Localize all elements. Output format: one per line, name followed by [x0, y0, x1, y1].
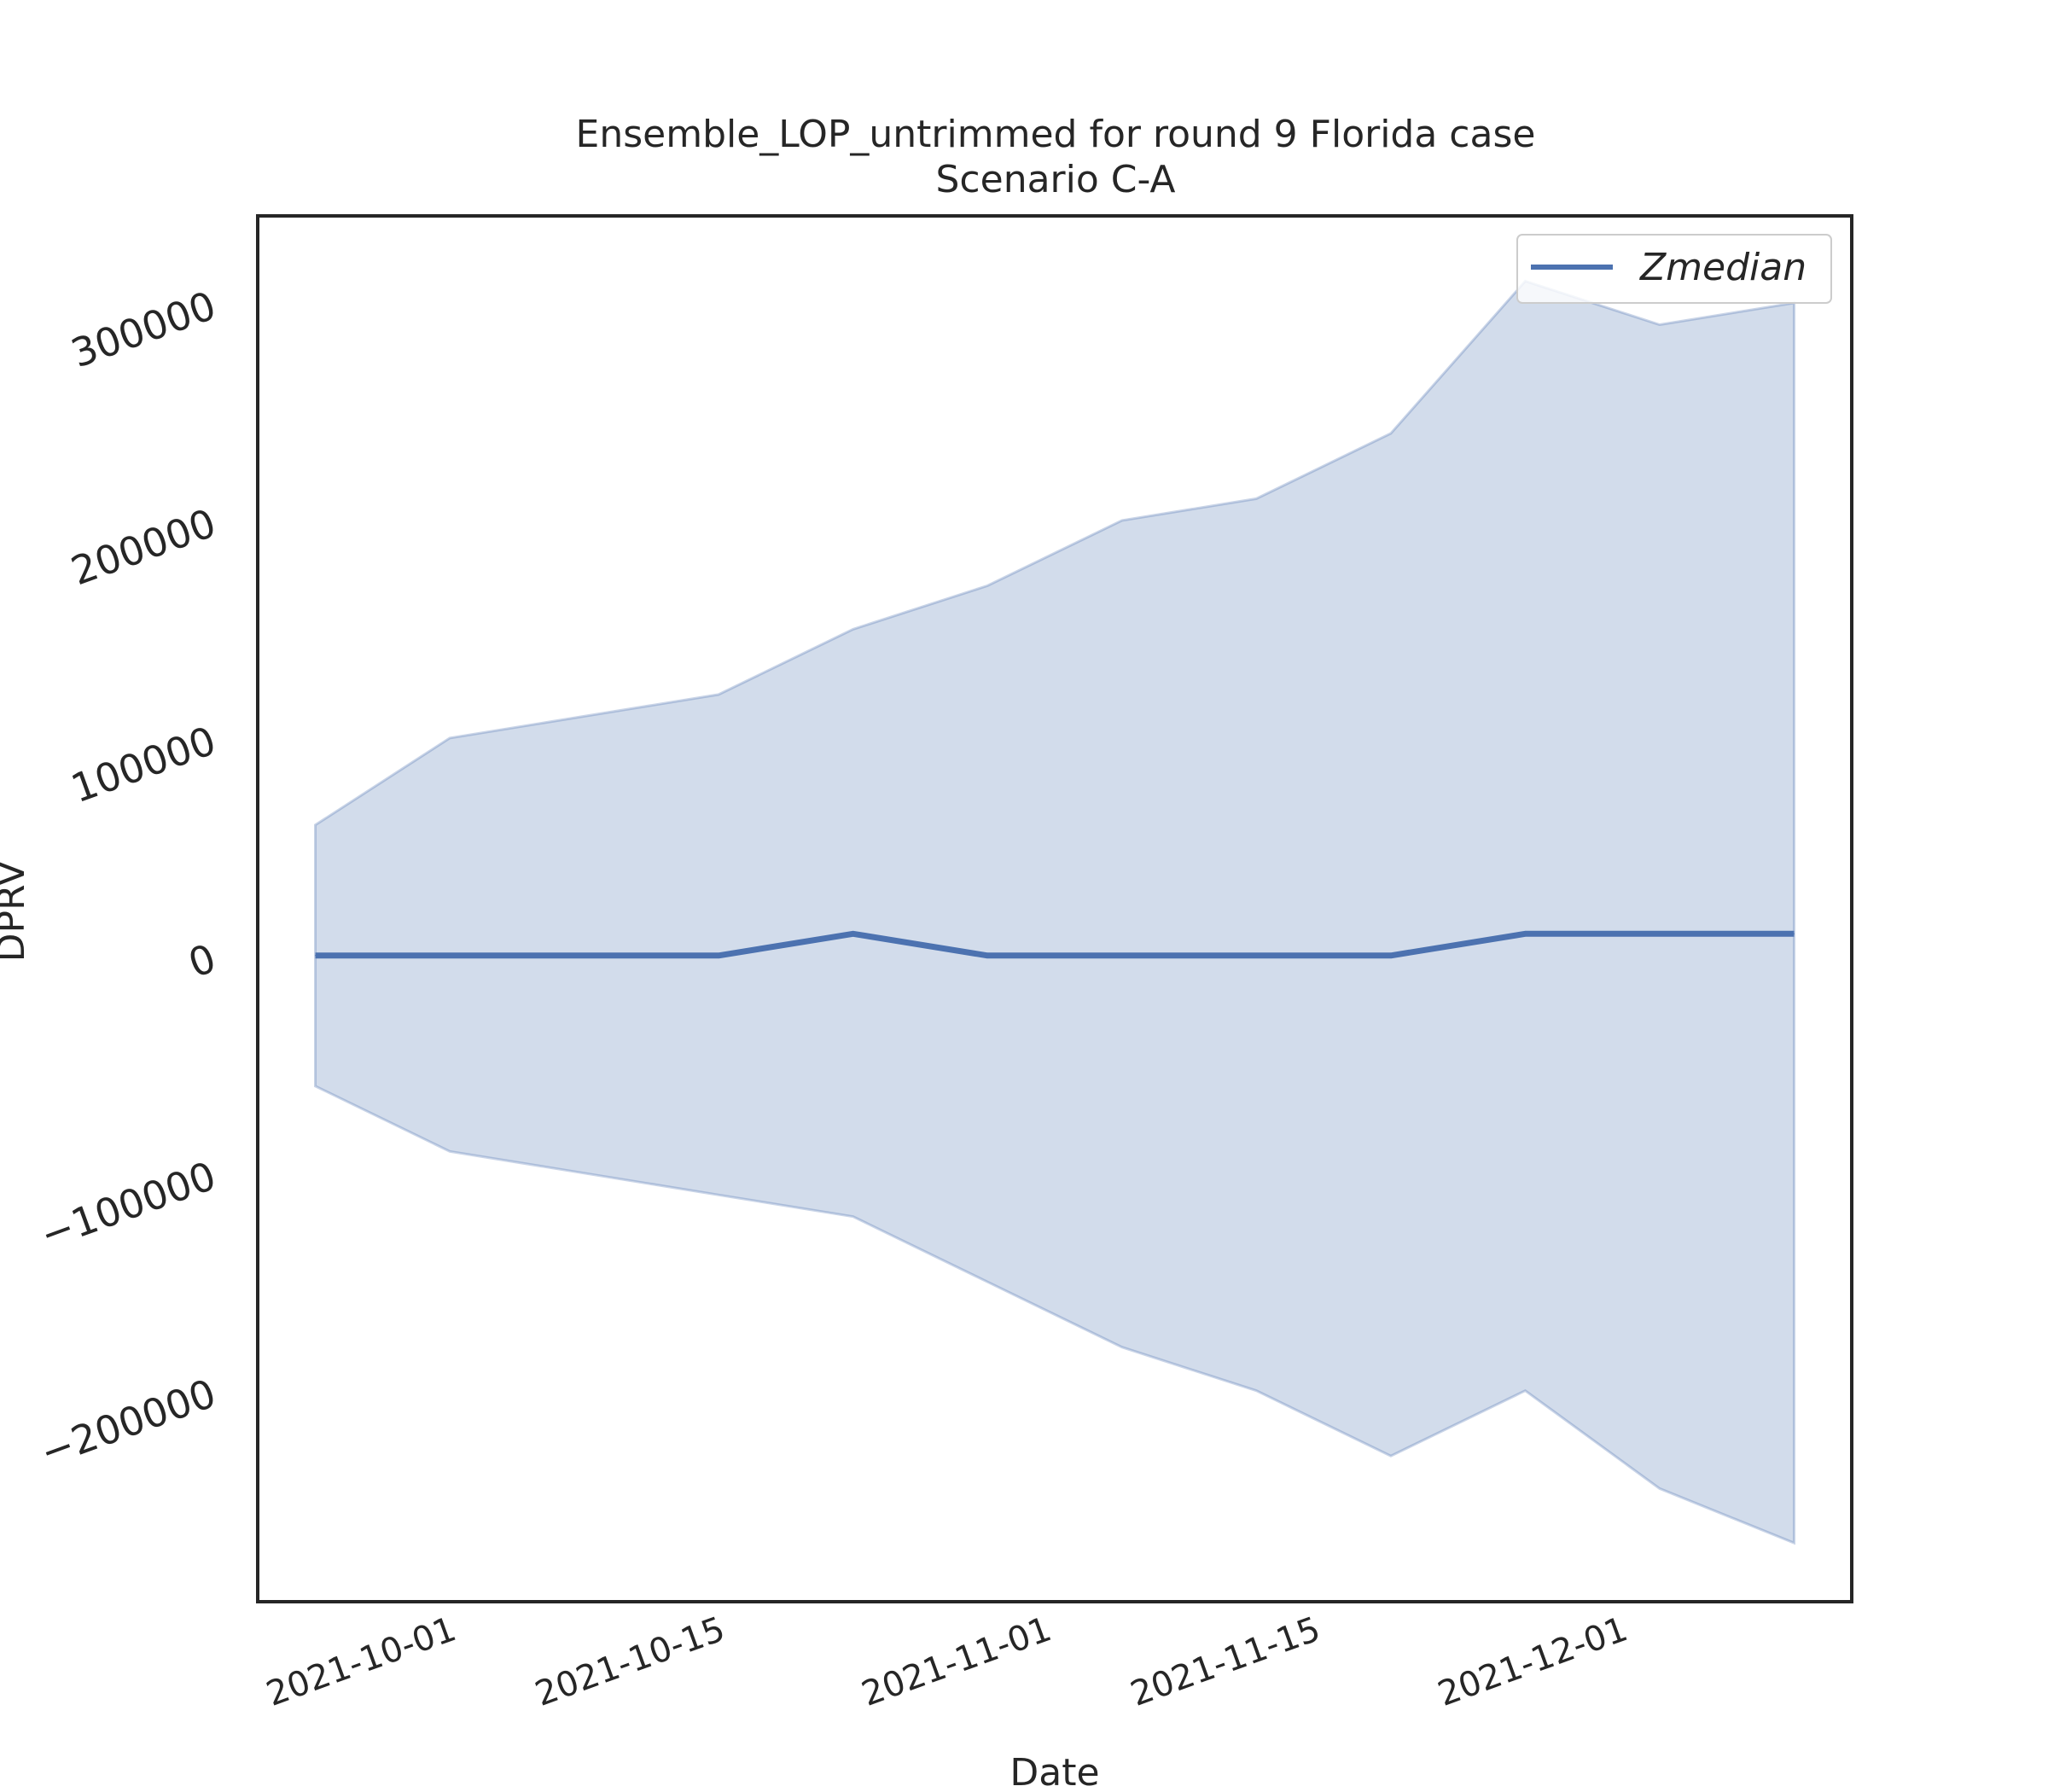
x-tick-label: 2021-10-15: [530, 1609, 730, 1714]
data-point: [1390, 955, 1392, 957]
y-axis-label: DPRV: [0, 861, 33, 963]
y-tick-label: −100000: [34, 1152, 222, 1258]
data-point: [1121, 955, 1123, 957]
uncertainty-band: [314, 279, 1795, 1545]
y-tick-label: −200000: [34, 1370, 222, 1475]
plot-area: [314, 279, 1795, 1545]
data-point: [584, 955, 585, 957]
legend-entry-zmedian: Zmedian: [1639, 246, 1807, 289]
y-axis-ticks: −200000 −100000 0 100000 200000 300000: [34, 282, 222, 1476]
plot-frame: [256, 214, 1853, 1603]
data-point: [986, 955, 988, 957]
x-tick-label: 2021-11-15: [1126, 1609, 1325, 1714]
y-tick-label: 0: [183, 934, 222, 986]
y-tick-label: 100000: [65, 717, 221, 812]
x-tick-label: 2021-10-01: [261, 1609, 461, 1714]
legend: Zmedian: [1516, 234, 1832, 304]
x-axis-label: Date: [1009, 1751, 1099, 1792]
chart-subtitle: Scenario C-A: [936, 158, 1176, 201]
legend-box: [1516, 234, 1832, 304]
data-point: [449, 955, 451, 957]
series-line-zmedian: [315, 930, 1795, 959]
x-tick-label: 2021-11-01: [857, 1609, 1056, 1714]
chart-title: Ensemble_LOP_untrimmed for round 9 Flori…: [576, 113, 1536, 156]
data-point: [315, 955, 316, 957]
data-point: [1255, 955, 1257, 957]
y-tick-label: 300000: [65, 282, 221, 377]
x-axis-ticks: 2021-10-01 2021-10-15 2021-11-01 2021-11-15…: [261, 1609, 1632, 1714]
x-tick-label: 2021-12-01: [1433, 1609, 1632, 1714]
y-tick-label: 200000: [65, 499, 221, 594]
